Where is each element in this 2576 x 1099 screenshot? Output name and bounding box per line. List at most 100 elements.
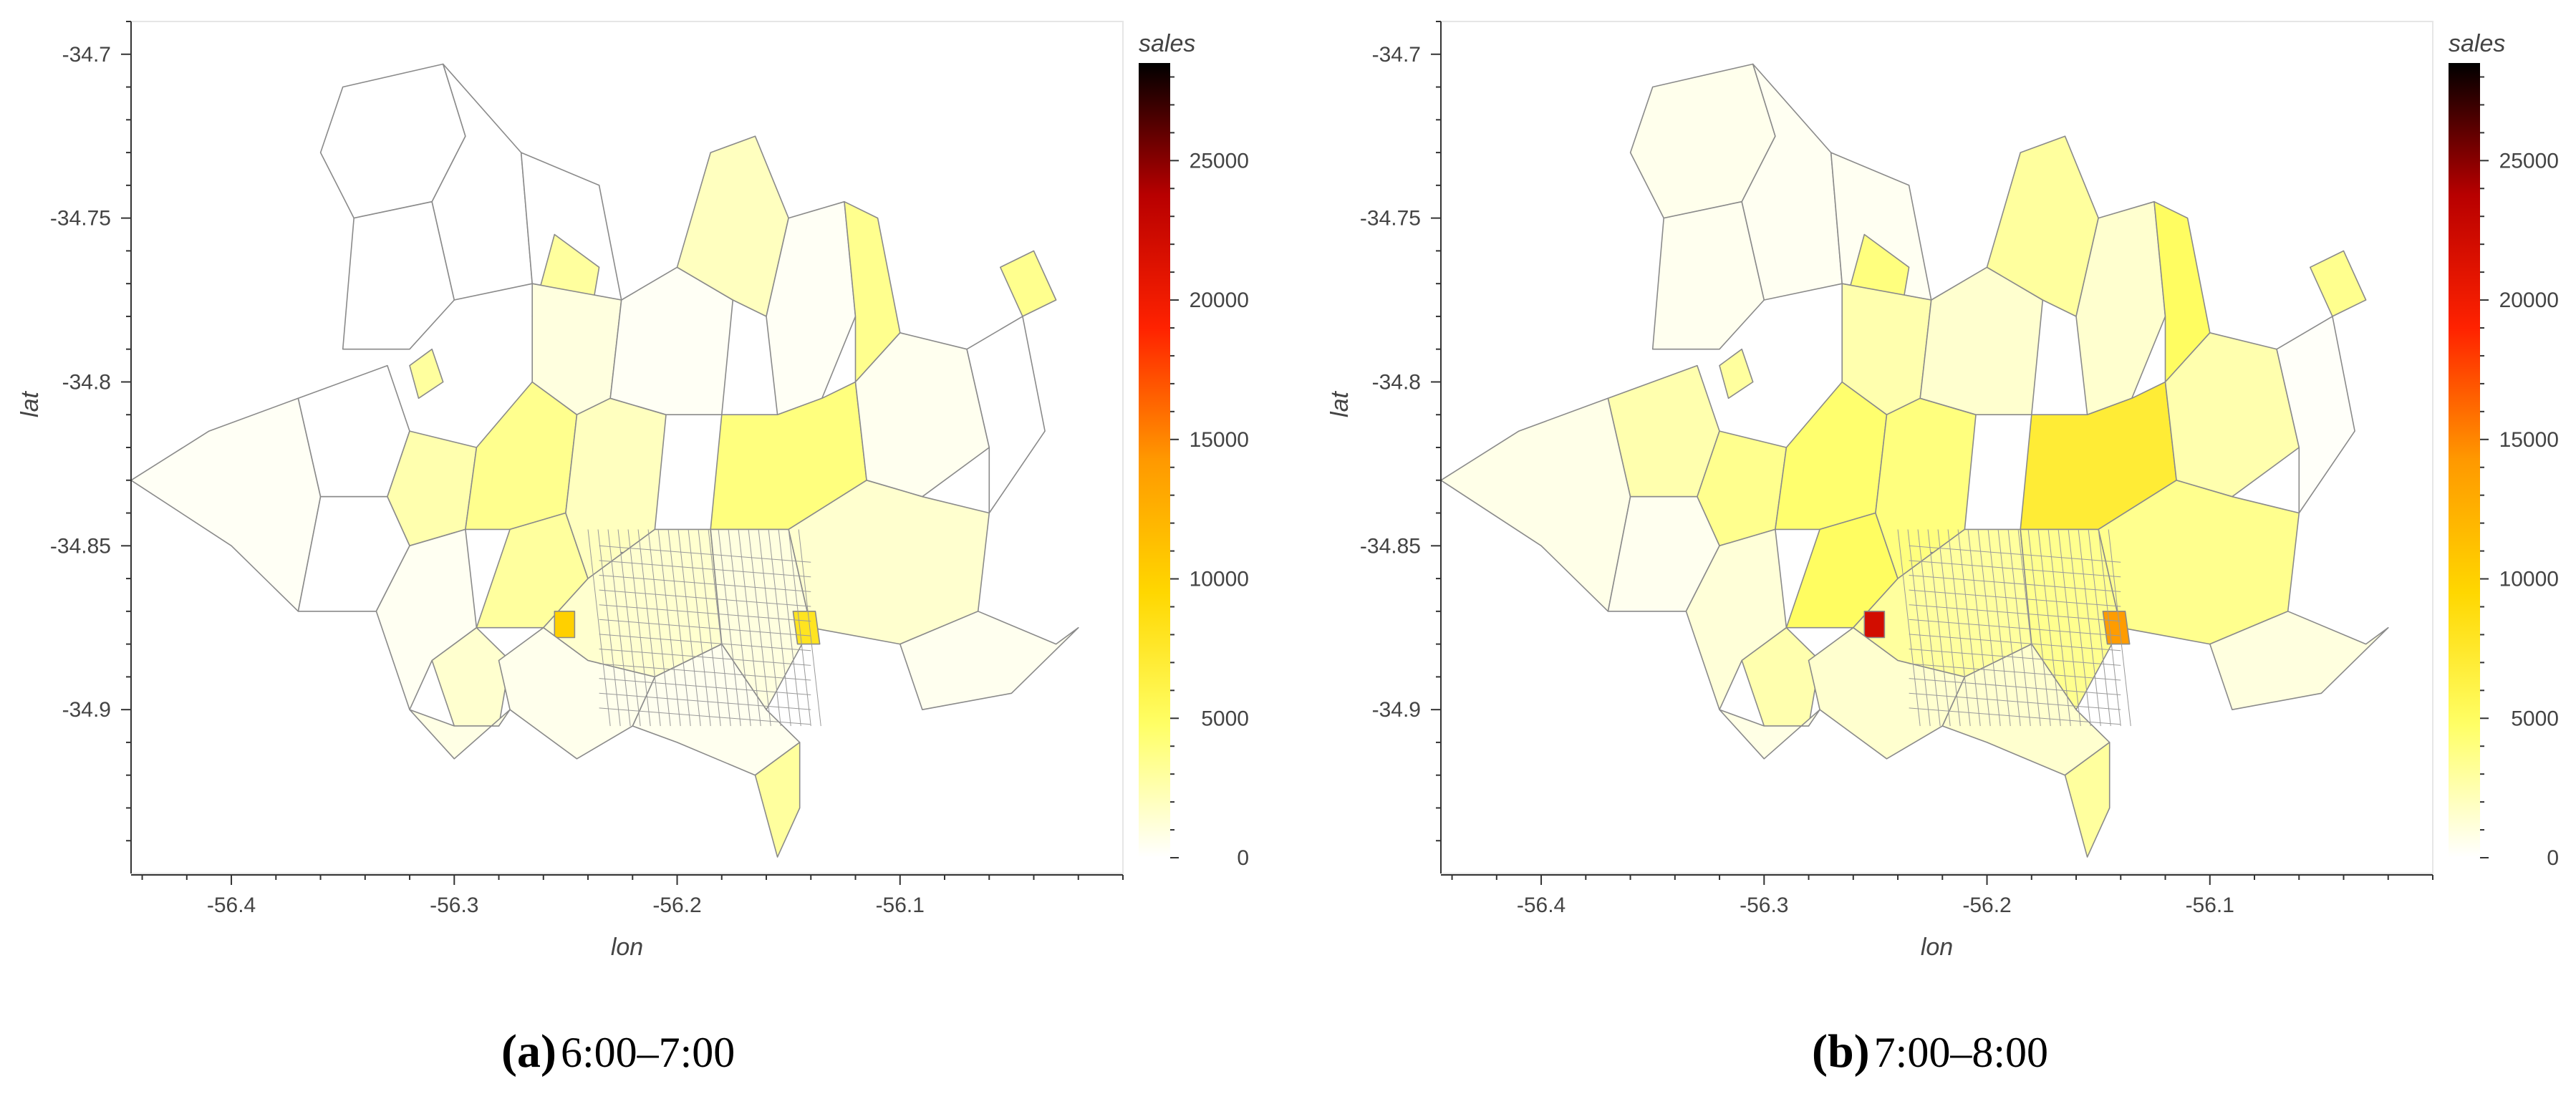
caption-time-range: 7:00–8:00 [1874,1029,2048,1076]
street-line [2027,529,2051,727]
street-line [647,529,671,727]
region-hotspot-4[interactable] [554,610,576,639]
panel-caption: (b) 7:00–8:00 [1812,1025,2048,1078]
region-south-tip[interactable] [2064,742,2111,858]
y-tick-label: -34.85 [1360,534,1421,558]
colorbar-title: sales [1139,30,1195,57]
street-line [587,529,611,727]
street-line [1909,545,2121,563]
street-line [1909,575,2121,592]
street-line [599,678,811,696]
x-tick-label: -56.1 [2186,894,2234,917]
map-panel-b: -56.4 -56.3 -56.2 -56.1 lon -34.7 -34.75 -34.8 -… [1326,21,2559,1078]
street-line [1917,529,1941,727]
y-axis-title: lat [16,390,44,417]
street-line [2068,529,2091,727]
street-line [1947,529,1971,727]
colorbar-gradient [1139,63,1170,858]
map-panel-a: -56.4 -56.3 -56.2 -56.1 lon -34.7 -34.75 -34.8 -… [16,21,1249,1078]
region-centre-west-1[interactable] [465,381,578,531]
x-tick-label: -56.4 [207,894,256,917]
region-east-2[interactable] [966,316,1046,514]
x-tick-label: -56.4 [1517,894,1566,917]
region-west-big[interactable] [130,397,322,612]
y-axis-title: lat [1326,390,1354,417]
colorbar-tick-label: 10000 [2499,568,2559,591]
region-west-south-2[interactable] [431,626,511,727]
street-line [1997,529,2021,727]
region-south-centre-1[interactable] [2020,528,2122,711]
street-line [599,604,811,622]
street-line [607,529,631,727]
street-line [1937,529,1961,727]
x-axis-title: lon [611,934,643,961]
region-south-tip[interactable] [754,742,801,858]
y-tick-label: -34.7 [62,43,111,67]
region-small-yellow-west[interactable] [1719,348,1754,400]
street-line [1909,692,2121,710]
street-line [1909,648,2121,666]
colorbar-tick-label: 0 [1237,846,1249,870]
street-line [1909,678,2121,696]
x-tick-label: -56.3 [430,894,478,917]
street-line [657,529,681,727]
x-axis-title: lon [1921,934,1953,961]
street-line [1909,619,2121,636]
dense-area-outlines [1897,529,2131,727]
street-line [2108,529,2131,727]
y-tick-label: -34.7 [1372,43,1421,67]
region-hotspot-4[interactable] [1863,610,1886,639]
caption-time-range: 6:00–7:00 [561,1029,735,1076]
region-centre-west-1[interactable] [1775,381,1888,531]
region-east-4[interactable] [899,610,1079,711]
colorbar-tick-label: 20000 [1190,289,1249,312]
region-east-yellow-tip[interactable] [1000,250,1057,317]
region-hotspot-3[interactable] [2102,610,2131,645]
street-line [798,529,821,727]
region-west-south-2[interactable] [1741,626,1820,727]
street-line [599,707,811,725]
region-south-west-coast[interactable] [1808,626,1966,760]
region-west-big[interactable] [1440,397,1631,612]
street-line [708,529,731,727]
street-line [1987,529,2011,727]
colorbar-tick-label: 25000 [2499,149,2559,173]
map-regions [130,63,1079,858]
y-tick-label: -34.85 [50,534,111,558]
region-far-south-west[interactable] [1719,709,1820,760]
street-line [599,648,811,666]
street-line [637,529,661,727]
region-small-yellow-west[interactable] [409,348,444,400]
y-tick-label: -34.9 [1372,698,1421,722]
region-far-south-west[interactable] [409,709,511,760]
street-line [2098,529,2121,727]
street-line [1909,604,2121,622]
region-north-west-2[interactable] [1651,200,1765,350]
region-south-centre-1[interactable] [710,528,812,711]
street-line [2017,529,2041,727]
street-line [2058,529,2081,727]
region-hotspot-3[interactable] [792,610,821,645]
street-line [788,529,811,727]
street-line [2047,529,2071,727]
street-line [597,529,621,727]
y-tick-label: -34.75 [1360,207,1421,231]
street-line [599,663,811,681]
street-line [667,529,691,727]
street-line [758,529,781,727]
street-line [599,575,811,592]
colorbar-tick-label: 15000 [2499,428,2559,452]
region-east-yellow-tip[interactable] [2310,250,2367,317]
region-south-west-coast[interactable] [498,626,656,760]
region-east-4[interactable] [2209,610,2389,711]
street-line [599,589,811,607]
region-north-west-2[interactable] [342,200,455,350]
caption-letter: (a) [501,1025,556,1078]
street-line [1957,529,1981,727]
street-line [2037,529,2061,727]
region-east-2[interactable] [2276,316,2355,514]
street-line [1967,529,1991,727]
caption-letter: (b) [1812,1025,1870,1078]
x-tick-label: -56.2 [1962,894,2011,917]
